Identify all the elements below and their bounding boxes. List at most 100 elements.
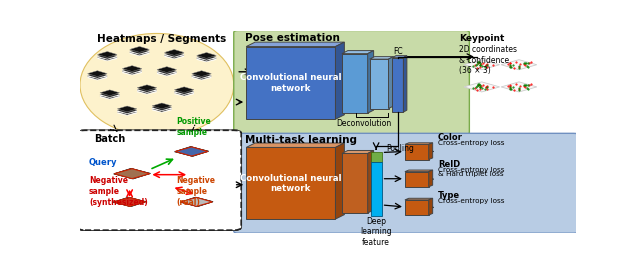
Text: Convolutional neural
network: Convolutional neural network	[240, 73, 342, 92]
FancyBboxPatch shape	[246, 47, 335, 119]
Polygon shape	[164, 50, 184, 55]
Polygon shape	[157, 71, 177, 75]
Text: 2D coordinates
& confidence
(36 × 3): 2D coordinates & confidence (36 × 3)	[460, 45, 518, 75]
Polygon shape	[180, 198, 212, 206]
Polygon shape	[137, 86, 157, 92]
Polygon shape	[246, 42, 344, 47]
FancyBboxPatch shape	[405, 172, 429, 187]
Polygon shape	[88, 75, 107, 79]
Polygon shape	[130, 46, 149, 52]
Polygon shape	[88, 77, 107, 80]
Polygon shape	[174, 90, 194, 96]
Polygon shape	[117, 109, 137, 115]
FancyBboxPatch shape	[405, 200, 429, 215]
Text: Negative
sample
(synthesized): Negative sample (synthesized)	[89, 176, 148, 207]
Text: Pose estimation: Pose estimation	[245, 33, 340, 43]
Polygon shape	[388, 57, 394, 108]
Polygon shape	[117, 108, 137, 113]
Polygon shape	[97, 53, 117, 59]
Polygon shape	[137, 85, 157, 91]
Polygon shape	[392, 56, 407, 58]
Polygon shape	[157, 73, 177, 76]
Polygon shape	[130, 48, 149, 54]
FancyBboxPatch shape	[342, 54, 368, 113]
Text: Color: Color	[438, 133, 463, 142]
Text: Pooling: Pooling	[387, 144, 415, 153]
Polygon shape	[113, 197, 146, 206]
Text: Cross-entropy loss: Cross-entropy loss	[438, 167, 504, 173]
FancyBboxPatch shape	[234, 133, 579, 233]
Polygon shape	[115, 169, 150, 179]
Polygon shape	[117, 111, 137, 114]
Polygon shape	[137, 89, 157, 93]
Polygon shape	[130, 51, 149, 54]
Polygon shape	[88, 72, 107, 78]
FancyBboxPatch shape	[77, 130, 241, 230]
Text: Multi-task learning: Multi-task learning	[245, 135, 357, 145]
Polygon shape	[130, 50, 149, 56]
Polygon shape	[192, 74, 211, 80]
Polygon shape	[152, 106, 172, 112]
Polygon shape	[342, 51, 374, 54]
Polygon shape	[137, 91, 157, 95]
Polygon shape	[196, 59, 216, 62]
Polygon shape	[174, 89, 194, 94]
Text: Negative
sample
(real): Negative sample (real)	[177, 176, 216, 207]
Polygon shape	[192, 75, 211, 79]
FancyBboxPatch shape	[371, 162, 381, 216]
Polygon shape	[115, 169, 150, 179]
Polygon shape	[370, 57, 394, 59]
Polygon shape	[175, 147, 208, 156]
Polygon shape	[246, 143, 344, 148]
Polygon shape	[122, 70, 142, 74]
FancyBboxPatch shape	[370, 59, 388, 108]
Polygon shape	[335, 143, 344, 219]
Polygon shape	[180, 197, 213, 206]
Text: Deconvolution: Deconvolution	[337, 119, 392, 128]
Text: ReID: ReID	[438, 160, 460, 169]
Polygon shape	[152, 109, 172, 113]
Polygon shape	[175, 147, 209, 156]
Polygon shape	[100, 91, 120, 97]
Polygon shape	[342, 150, 374, 154]
Polygon shape	[175, 146, 209, 156]
Ellipse shape	[80, 34, 234, 136]
Polygon shape	[429, 198, 433, 215]
Polygon shape	[405, 170, 433, 172]
Polygon shape	[114, 168, 150, 179]
Polygon shape	[196, 54, 216, 60]
Polygon shape	[88, 71, 107, 77]
Text: Query: Query	[89, 157, 117, 167]
Polygon shape	[174, 93, 194, 96]
Text: & Hard triplet loss: & Hard triplet loss	[438, 171, 504, 177]
Polygon shape	[122, 69, 142, 75]
Polygon shape	[122, 72, 142, 75]
Polygon shape	[100, 96, 120, 100]
Text: Convolutional neural
network: Convolutional neural network	[240, 173, 342, 193]
Polygon shape	[464, 60, 500, 70]
Polygon shape	[196, 57, 216, 61]
Text: Cross-entropy loss: Cross-entropy loss	[438, 198, 504, 204]
Polygon shape	[117, 106, 137, 112]
Polygon shape	[113, 197, 146, 207]
Polygon shape	[192, 77, 211, 80]
Polygon shape	[164, 54, 184, 58]
Polygon shape	[152, 107, 172, 111]
FancyBboxPatch shape	[342, 154, 368, 213]
FancyBboxPatch shape	[371, 152, 381, 162]
Polygon shape	[501, 82, 537, 92]
Polygon shape	[114, 168, 150, 179]
Polygon shape	[464, 82, 500, 92]
Polygon shape	[175, 147, 208, 156]
Polygon shape	[368, 51, 374, 113]
Polygon shape	[130, 53, 149, 56]
Polygon shape	[192, 72, 211, 78]
Polygon shape	[180, 198, 212, 206]
Polygon shape	[97, 58, 117, 61]
Text: FC: FC	[393, 47, 403, 56]
Polygon shape	[114, 198, 145, 206]
FancyBboxPatch shape	[405, 144, 429, 160]
FancyBboxPatch shape	[77, 130, 241, 230]
Polygon shape	[196, 53, 216, 58]
Polygon shape	[100, 94, 120, 98]
